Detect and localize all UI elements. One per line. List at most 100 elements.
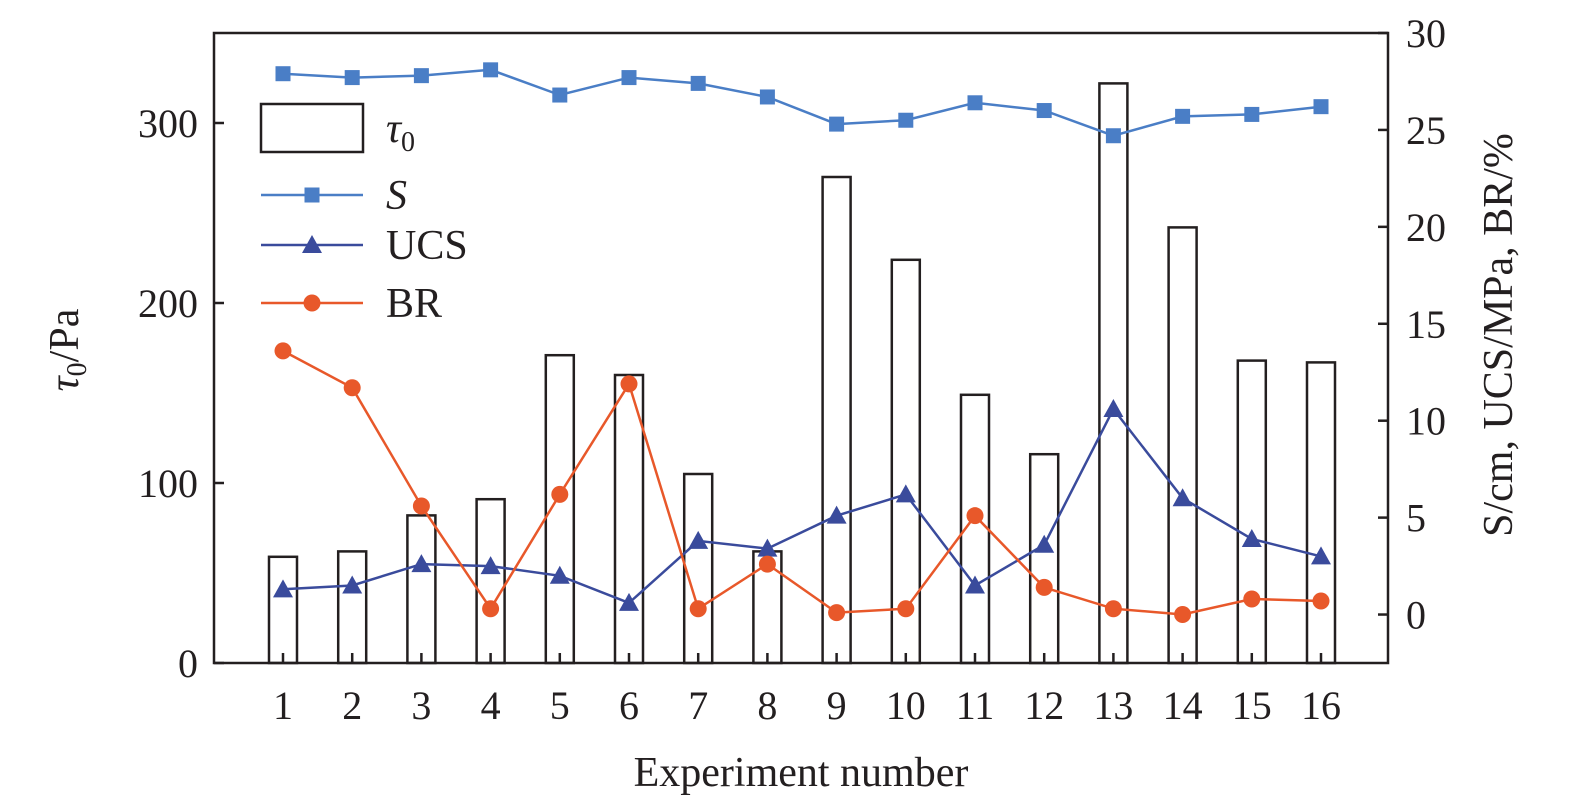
x-axis-title: Experiment number <box>634 750 969 796</box>
left-tick-label-300: 300 <box>138 101 198 146</box>
legend-label-0: τ0 <box>386 106 415 158</box>
series-3-point-13 <box>1104 600 1122 618</box>
series-1-point-14 <box>1175 108 1191 124</box>
series-3-point-10 <box>897 600 915 618</box>
series-3-point-4 <box>482 600 500 618</box>
x-tick-label-4: 4 <box>481 683 501 728</box>
bar-4 <box>475 497 506 665</box>
bar-7 <box>682 472 714 665</box>
legend-label-3: BR <box>386 281 442 327</box>
series-2-point-3 <box>411 554 432 573</box>
legend-label-name-0: τ <box>386 106 403 152</box>
legend-label-name-3: BR <box>386 281 442 327</box>
series-2-point-1 <box>273 579 293 598</box>
left-axis-title: τ0/Pa <box>42 308 93 391</box>
left-axis-title-symbol: τ <box>42 374 88 391</box>
right-axis: 0 5 10 15 20 25 30 <box>1378 11 1446 638</box>
right-tick-label-10: 10 <box>1406 399 1446 444</box>
series-2-point-7 <box>688 530 709 549</box>
series-3-point-9 <box>828 604 846 622</box>
series-2-point-4 <box>480 556 501 575</box>
bar-9 <box>821 175 852 665</box>
left-axis-title-subscript: 0 <box>62 362 93 376</box>
series-1-point-3 <box>413 68 429 84</box>
bar-14 <box>1167 226 1198 665</box>
left-axis-title-unit: /Pa <box>42 308 88 362</box>
series-3-point-2 <box>343 379 361 397</box>
bar-12 <box>1028 452 1060 665</box>
x-tick-label-8: 8 <box>757 683 777 728</box>
series-1-point-6 <box>621 70 637 86</box>
bar-2 <box>336 550 368 665</box>
right-tick-label-20: 20 <box>1406 205 1446 250</box>
series-2-point-11 <box>965 575 985 594</box>
series-1-point-11 <box>967 95 983 111</box>
series-3-point-11 <box>966 507 984 525</box>
left-axis: 0 100 200 300 <box>138 101 224 686</box>
x-tick-label-15: 15 <box>1232 683 1272 728</box>
series-2-point-14 <box>1172 488 1193 507</box>
series-1-point-7 <box>690 75 706 91</box>
series-2-point-12 <box>1034 534 1055 553</box>
left-tick-label-200: 200 <box>138 281 198 326</box>
plot-area-frame <box>212 31 1390 665</box>
series-1-point-10 <box>898 112 914 128</box>
series-3-point-15 <box>1243 590 1261 608</box>
legend-label-name-2: UCS <box>386 223 468 269</box>
legend-swatch-bar <box>259 102 365 154</box>
x-axis: 1 2 3 4 5 6 7 8 9 10 11 12 13 14 15 16 <box>273 653 1341 728</box>
x-tick-label-5: 5 <box>550 683 570 728</box>
left-tick-label-100: 100 <box>138 461 198 506</box>
series-3-point-7 <box>689 600 707 618</box>
series-2-point-9 <box>826 505 847 524</box>
series-3-point-12 <box>1035 578 1053 596</box>
right-tick-label-25: 25 <box>1406 108 1446 153</box>
line-group <box>273 62 1331 624</box>
series-3-point-1 <box>274 342 292 360</box>
series-1-point-16 <box>1313 99 1329 115</box>
series-1-point-9 <box>829 116 845 132</box>
x-tick-label-6: 6 <box>619 683 639 728</box>
series-3-point-5 <box>551 485 569 503</box>
series-1-point-12 <box>1036 103 1052 119</box>
legend-swatch-marker-3 <box>303 294 321 312</box>
series-3-point-3 <box>412 497 430 515</box>
legend-label-2: UCS <box>386 223 468 269</box>
bar-group <box>267 82 1337 665</box>
series-2-point-13 <box>1103 399 1124 418</box>
x-tick-label-9: 9 <box>827 683 847 728</box>
series-1-point-5 <box>552 87 568 103</box>
series-1-point-2 <box>344 70 360 86</box>
series-2-point-10 <box>895 484 916 503</box>
series-1-point-15 <box>1244 106 1260 122</box>
right-tick-label-0: 0 <box>1406 593 1426 638</box>
series-3-point-16 <box>1312 592 1330 610</box>
series-1-point-8 <box>759 89 775 105</box>
series-2-point-6 <box>619 592 639 611</box>
legend-swatch-marker-2 <box>302 235 322 253</box>
series-2-point-8 <box>757 538 778 557</box>
left-tick-label-0: 0 <box>178 641 198 686</box>
series-1-point-4 <box>483 62 499 78</box>
x-tick-label-16: 16 <box>1301 683 1341 728</box>
x-tick-label-11: 11 <box>956 683 995 728</box>
series-3-point-8 <box>758 555 776 573</box>
series-3-point-6 <box>620 375 638 393</box>
bar-13 <box>1098 82 1129 665</box>
x-tick-label-2: 2 <box>342 683 362 728</box>
series-2-point-5 <box>549 565 570 584</box>
right-tick-label-5: 5 <box>1406 496 1426 541</box>
x-tick-label-1: 1 <box>273 683 293 728</box>
right-tick-label-15: 15 <box>1406 302 1446 347</box>
x-tick-label-3: 3 <box>411 683 431 728</box>
bar-3 <box>406 514 437 665</box>
series-line-2 <box>282 406 1322 605</box>
right-axis-title: S/cm, UCS/MPa, BR/% <box>1476 133 1522 537</box>
bar-15 <box>1236 359 1268 665</box>
x-tick-label-10: 10 <box>886 683 926 728</box>
series-1-point-1 <box>275 66 291 82</box>
series-2-point-2 <box>342 575 363 594</box>
legend-label-subscript-0: 0 <box>401 127 415 158</box>
